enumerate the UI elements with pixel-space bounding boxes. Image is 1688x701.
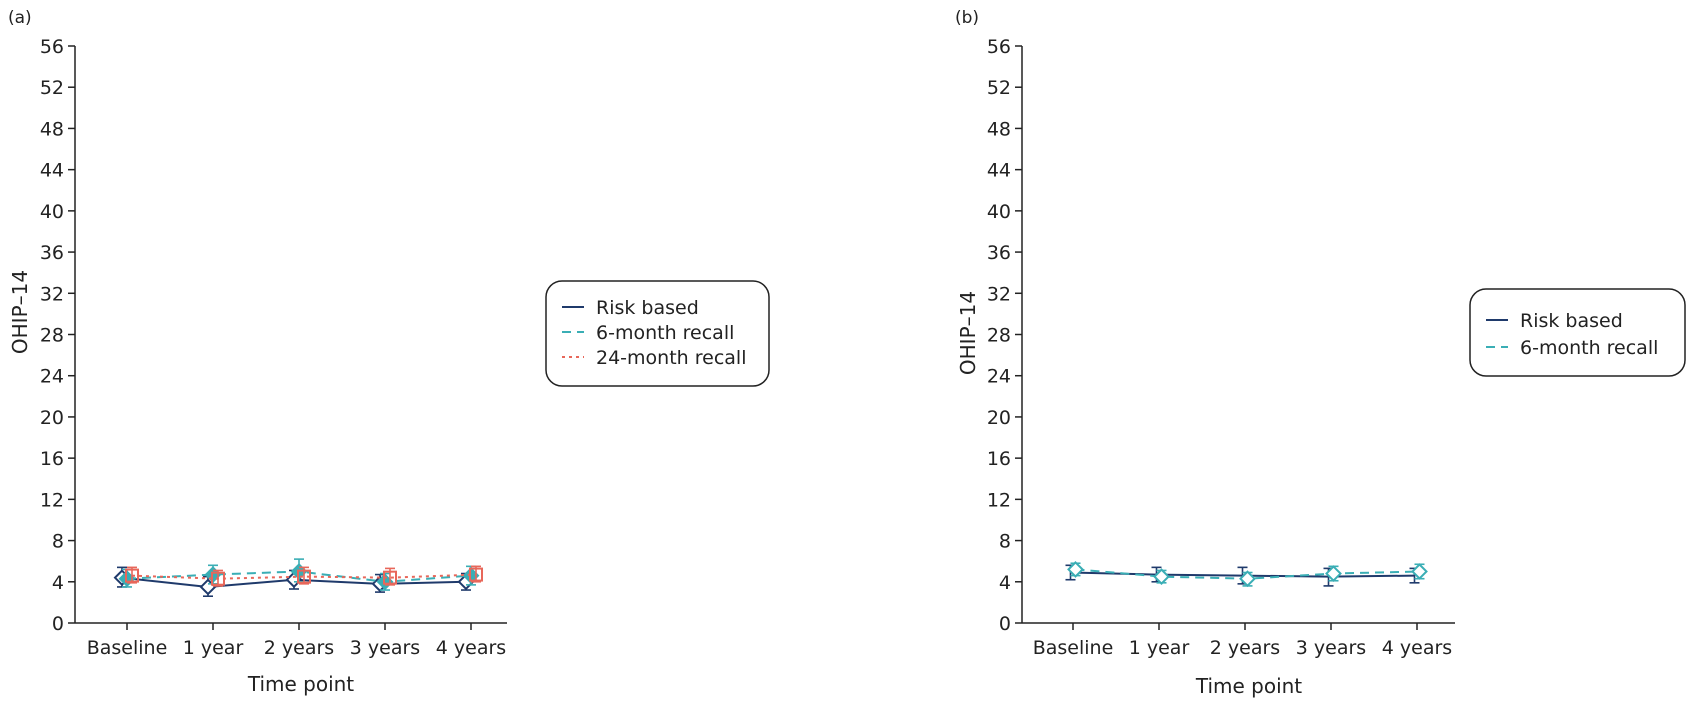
legend-label: Risk based xyxy=(596,297,699,319)
y-tick-label: 20 xyxy=(987,407,1011,429)
y-tick-label: 32 xyxy=(987,283,1011,305)
x-tick-label: Baseline xyxy=(87,637,168,659)
data-point-marker xyxy=(1153,568,1170,586)
x-tick-label: Baseline xyxy=(1033,637,1114,659)
legend-label: Risk based xyxy=(1520,310,1623,332)
x-tick-label: 4 years xyxy=(436,637,506,659)
y-tick-label: 24 xyxy=(987,366,1011,388)
y-tick-label: 4 xyxy=(999,572,1011,594)
x-tick-label: 1 year xyxy=(1129,637,1190,659)
legend-item: 6-month recall xyxy=(562,322,734,344)
legend-item: Risk based xyxy=(1486,310,1623,332)
legend-item: 6-month recall xyxy=(1486,337,1658,359)
x-axis: Baseline 1 year 2 years 3 years 4 years xyxy=(1022,622,1455,659)
y-tick-label: 44 xyxy=(987,160,1011,182)
y-tick-label: 28 xyxy=(987,325,1011,347)
legend-item: Risk based xyxy=(562,297,699,319)
y-tick-label: 28 xyxy=(40,325,64,347)
y-tick-label: 16 xyxy=(40,448,64,470)
y-tick-label: 4 xyxy=(52,572,64,594)
y-tick-label: 40 xyxy=(987,201,1011,223)
y-tick-label: 56 xyxy=(987,36,1011,58)
y-tick-label: 8 xyxy=(52,531,64,553)
legend-label: 24-month recall xyxy=(596,347,746,369)
plot-area xyxy=(113,558,483,598)
data-point-marker xyxy=(1325,565,1342,582)
legend: Risk based 6-month recall xyxy=(1469,288,1686,377)
x-tick-label: 3 years xyxy=(350,637,420,659)
y-tick-label: 48 xyxy=(40,118,64,140)
y-axis-title: OHIP–14 xyxy=(956,291,980,375)
data-point-marker xyxy=(297,569,311,584)
x-tick-label: 4 years xyxy=(1382,637,1452,659)
y-tick-label: 40 xyxy=(40,201,64,223)
y-tick-label: 52 xyxy=(987,77,1011,99)
x-tick-label: 2 years xyxy=(264,637,334,659)
data-point-marker xyxy=(1411,563,1428,580)
y-axis-title: OHIP–14 xyxy=(8,270,32,354)
y-tick-label: 16 xyxy=(987,448,1011,470)
x-axis-title: Time point xyxy=(247,672,354,696)
series-line xyxy=(131,573,477,580)
x-tick-label: 1 year xyxy=(183,637,244,659)
y-tick-label: 24 xyxy=(40,366,64,388)
y-tick-label: 56 xyxy=(40,36,64,58)
x-axis: Baseline 1 year 2 years 3 years 4 years xyxy=(75,622,507,659)
legend-label: 6-month recall xyxy=(596,322,734,344)
legend-item: 24-month recall xyxy=(562,347,746,369)
series-24-month-recall xyxy=(125,565,483,587)
legend-label: 6-month recall xyxy=(1520,337,1658,359)
x-tick-label: 3 years xyxy=(1296,637,1366,659)
y-tick-label: 12 xyxy=(40,489,64,511)
y-tick-label: 36 xyxy=(40,242,64,264)
plot-area xyxy=(1065,561,1428,588)
y-tick-label: 44 xyxy=(40,160,64,182)
legend: Risk based 6-month recall 24-month recall xyxy=(545,280,770,387)
panel-label: (b) xyxy=(955,8,979,28)
y-tick-label: 36 xyxy=(987,242,1011,264)
y-tick-label: 52 xyxy=(40,77,64,99)
y-tick-label: 0 xyxy=(52,613,64,635)
panel-label: (a) xyxy=(8,8,32,28)
legend-frame xyxy=(1469,288,1686,377)
y-tick-label: 32 xyxy=(40,283,64,305)
data-point-marker xyxy=(1239,570,1256,588)
y-tick-label: 20 xyxy=(40,407,64,429)
y-tick-label: 48 xyxy=(987,118,1011,140)
y-tick-label: 0 xyxy=(999,613,1011,635)
x-axis-title: Time point xyxy=(1195,674,1302,698)
data-point-marker xyxy=(125,568,139,583)
y-tick-label: 12 xyxy=(987,489,1011,511)
legend-frame xyxy=(545,280,770,387)
x-tick-label: 2 years xyxy=(1210,637,1280,659)
data-point-marker xyxy=(383,570,397,585)
y-tick-label: 8 xyxy=(999,531,1011,553)
data-point-marker xyxy=(211,571,225,586)
series-6-month-recall xyxy=(1067,561,1428,588)
data-point-marker xyxy=(1067,561,1084,578)
data-point-marker xyxy=(469,567,483,582)
